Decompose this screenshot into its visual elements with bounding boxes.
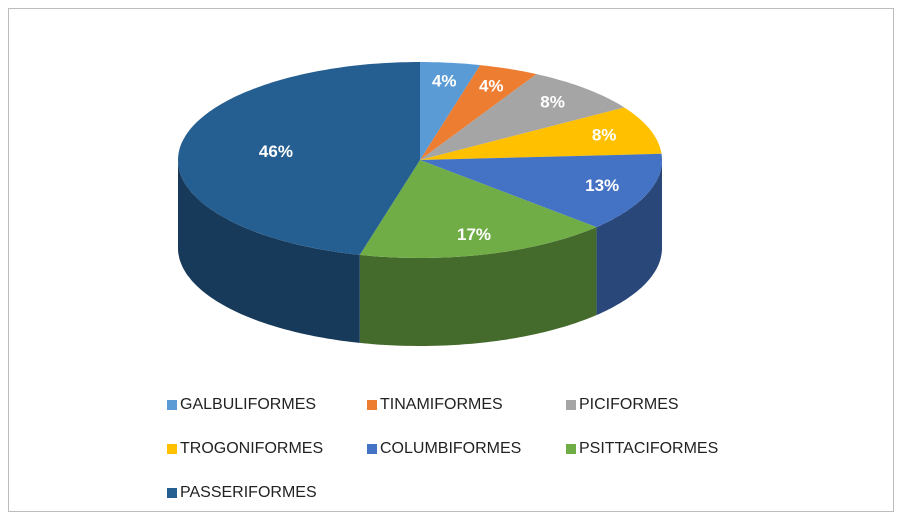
pie-slice bbox=[359, 160, 597, 258]
legend-swatch bbox=[367, 444, 377, 454]
legend-label: PASSERIFORMES bbox=[180, 484, 317, 501]
legend-label: TINAMIFORMES bbox=[380, 396, 503, 413]
pie-slice bbox=[178, 62, 420, 255]
legend-swatch bbox=[167, 488, 177, 498]
data-label: 17% bbox=[457, 225, 491, 244]
pie-slice bbox=[420, 107, 662, 160]
pie-slice bbox=[420, 74, 625, 160]
pie-side bbox=[178, 160, 360, 343]
legend-swatch bbox=[167, 444, 177, 454]
data-label: 46% bbox=[259, 142, 293, 161]
legend-swatch bbox=[566, 400, 576, 410]
pie-slice bbox=[420, 62, 481, 160]
data-label: 8% bbox=[540, 92, 565, 111]
data-label: 4% bbox=[432, 72, 457, 91]
legend-label: COLUMBIFORMES bbox=[380, 440, 521, 457]
legend-swatch bbox=[367, 400, 377, 410]
data-label: 8% bbox=[592, 125, 617, 144]
legend-label: PSITTACIFORMES bbox=[579, 440, 718, 457]
pie-slice bbox=[420, 65, 537, 160]
legend-label: GALBULIFORMES bbox=[180, 396, 316, 413]
data-label: 4% bbox=[479, 77, 504, 96]
pie-side bbox=[359, 227, 597, 346]
data-label: 13% bbox=[585, 176, 619, 195]
pie-side bbox=[596, 160, 662, 316]
legend-label: TROGONIFORMES bbox=[180, 440, 323, 457]
legend-swatch bbox=[167, 400, 177, 410]
legend-label: PICIFORMES bbox=[579, 396, 679, 413]
legend-swatch bbox=[566, 444, 576, 454]
pie-slice bbox=[420, 153, 662, 228]
